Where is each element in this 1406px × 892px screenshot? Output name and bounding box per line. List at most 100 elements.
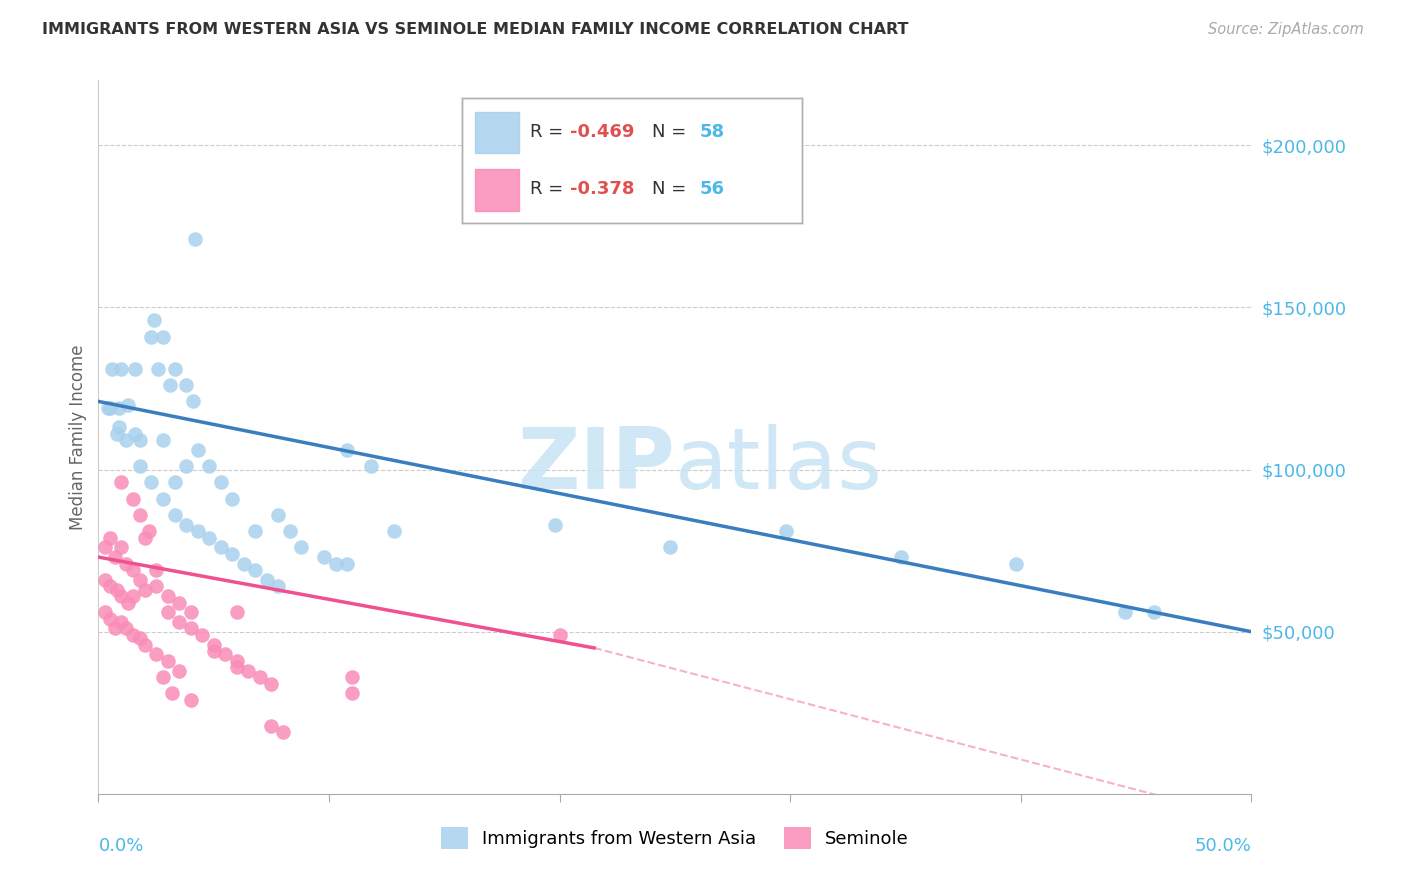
Point: [775, 524, 797, 538]
Point: [163, 362, 186, 376]
Text: 0.0%: 0.0%: [98, 837, 143, 855]
Point: [267, 579, 290, 593]
Point: [103, 550, 125, 565]
Point: [105, 426, 128, 441]
Point: [122, 589, 145, 603]
Point: [1143, 605, 1166, 619]
Point: [101, 362, 124, 376]
Point: [98, 579, 121, 593]
Point: [110, 589, 132, 603]
Point: [191, 628, 214, 642]
Point: [202, 644, 225, 658]
Point: [340, 670, 363, 684]
Point: [108, 420, 131, 434]
Point: [108, 401, 131, 415]
Point: [548, 628, 571, 642]
Legend: Immigrants from Western Asia, Seminole: Immigrants from Western Asia, Seminole: [433, 820, 917, 856]
Point: [142, 313, 165, 327]
Point: [1114, 605, 1136, 619]
Point: [105, 582, 128, 597]
Point: [382, 524, 405, 538]
Point: [890, 550, 912, 565]
Point: [232, 557, 254, 571]
Point: [129, 434, 152, 448]
Point: [156, 605, 179, 619]
Point: [115, 557, 138, 571]
Point: [97, 401, 120, 415]
Point: [145, 648, 167, 662]
Point: [117, 595, 139, 609]
Point: [245, 563, 267, 577]
Point: [167, 595, 190, 609]
Point: [544, 517, 567, 532]
Point: [115, 434, 138, 448]
Point: [129, 508, 152, 522]
Point: [129, 631, 152, 645]
Point: [325, 557, 347, 571]
Point: [360, 459, 382, 474]
Point: [198, 459, 221, 474]
Point: [271, 725, 294, 739]
Point: [122, 563, 145, 577]
Point: [174, 459, 197, 474]
Point: [156, 654, 179, 668]
Point: [336, 557, 359, 571]
Text: IMMIGRANTS FROM WESTERN ASIA VS SEMINOLE MEDIAN FAMILY INCOME CORRELATION CHART: IMMIGRANTS FROM WESTERN ASIA VS SEMINOLE…: [42, 22, 908, 37]
Point: [152, 434, 174, 448]
Point: [225, 654, 247, 668]
Point: [124, 426, 146, 441]
Point: [221, 491, 243, 506]
Text: 50.0%: 50.0%: [1195, 837, 1251, 855]
Point: [174, 517, 197, 532]
Point: [129, 459, 152, 474]
Point: [260, 719, 283, 733]
Point: [260, 676, 283, 690]
Point: [110, 615, 132, 629]
Point: [103, 622, 125, 636]
Point: [117, 398, 139, 412]
Point: [256, 573, 278, 587]
Point: [122, 491, 145, 506]
Point: [225, 660, 247, 674]
Point: [159, 378, 181, 392]
Text: ZIP: ZIP: [517, 424, 675, 508]
Point: [202, 638, 225, 652]
Point: [138, 524, 160, 538]
Point: [187, 443, 209, 458]
Point: [152, 491, 174, 506]
Point: [124, 362, 146, 376]
Y-axis label: Median Family Income: Median Family Income: [69, 344, 87, 530]
Point: [94, 573, 117, 587]
Point: [167, 664, 190, 678]
Point: [214, 648, 236, 662]
Point: [94, 541, 117, 555]
Point: [238, 664, 260, 678]
Point: [134, 582, 156, 597]
Point: [152, 670, 174, 684]
Point: [129, 573, 152, 587]
Point: [141, 329, 163, 343]
Point: [98, 401, 121, 415]
Point: [180, 693, 202, 707]
Point: [209, 475, 232, 490]
Point: [134, 531, 156, 545]
Point: [152, 329, 174, 343]
Point: [145, 563, 167, 577]
Point: [156, 589, 179, 603]
Point: [198, 531, 221, 545]
Point: [290, 541, 312, 555]
Point: [249, 670, 271, 684]
Text: Source: ZipAtlas.com: Source: ZipAtlas.com: [1208, 22, 1364, 37]
Point: [1005, 557, 1028, 571]
Point: [145, 579, 167, 593]
Point: [167, 615, 190, 629]
Point: [94, 605, 117, 619]
Point: [110, 362, 132, 376]
Point: [180, 605, 202, 619]
Point: [180, 622, 202, 636]
Text: atlas: atlas: [675, 424, 883, 508]
Point: [209, 541, 232, 555]
Point: [314, 550, 336, 565]
Point: [98, 531, 121, 545]
Point: [148, 362, 170, 376]
